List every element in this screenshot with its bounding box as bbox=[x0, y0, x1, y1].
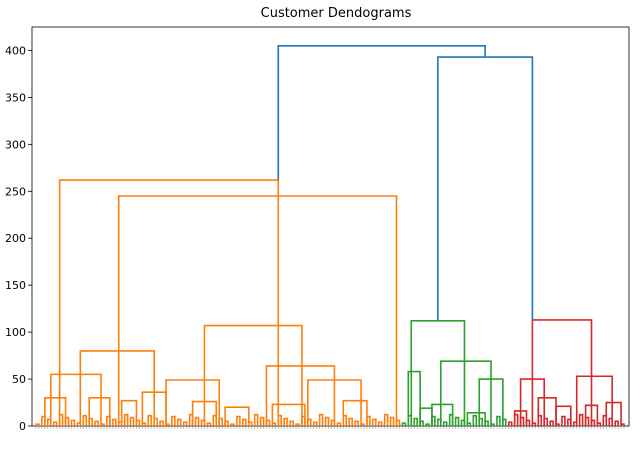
leaf-link bbox=[129, 416, 135, 426]
leaf-link bbox=[389, 416, 395, 426]
leaf-link bbox=[318, 413, 324, 426]
root-link bbox=[277, 44, 486, 181]
leaf-link bbox=[561, 415, 566, 426]
cluster-link bbox=[478, 378, 504, 426]
leaf-link bbox=[324, 416, 330, 426]
leaf-link bbox=[147, 414, 153, 426]
leaf-link bbox=[253, 413, 259, 426]
leaf-link bbox=[35, 423, 40, 426]
leaf-link bbox=[242, 418, 247, 426]
cluster-link bbox=[584, 404, 599, 426]
cluster-link bbox=[224, 406, 250, 426]
y-tick-label: 150 bbox=[5, 279, 26, 292]
leaf-link bbox=[206, 422, 212, 426]
leaf-link bbox=[283, 417, 288, 426]
leaf-link bbox=[171, 415, 176, 426]
cluster-link bbox=[513, 410, 528, 426]
cluster-link bbox=[120, 399, 138, 426]
cluster-link bbox=[271, 403, 306, 426]
y-tick-label: 400 bbox=[5, 44, 26, 57]
cluster-links bbox=[44, 179, 622, 426]
leaf-link bbox=[377, 421, 383, 426]
leaf-link bbox=[372, 418, 377, 426]
cluster-link bbox=[519, 378, 546, 426]
leaf-link bbox=[295, 423, 300, 426]
leaf-link bbox=[289, 420, 294, 426]
leaf-link bbox=[312, 421, 318, 426]
y-axis: 0 50 100 150 200 250 300 350 400 bbox=[5, 44, 32, 433]
leaf-link bbox=[413, 417, 418, 426]
leaf-link bbox=[70, 419, 76, 426]
cluster-link bbox=[605, 401, 622, 426]
plot-frame bbox=[31, 26, 630, 427]
cluster-link bbox=[88, 397, 111, 426]
top-links bbox=[277, 44, 534, 321]
cluster-link bbox=[203, 324, 303, 426]
leaf-link bbox=[383, 413, 389, 426]
y-tick-label: 300 bbox=[5, 138, 26, 151]
cluster-link bbox=[440, 360, 492, 426]
cluster-link bbox=[265, 365, 336, 426]
cluster-link bbox=[307, 379, 362, 426]
cluster-link bbox=[575, 375, 613, 426]
cluster-link bbox=[58, 179, 280, 426]
leaf-link bbox=[507, 421, 513, 426]
chart-title: Customer Dendograms bbox=[261, 6, 412, 21]
leaf-link bbox=[259, 416, 265, 426]
leaf-link bbox=[336, 422, 342, 426]
y-tick-label: 50 bbox=[12, 373, 26, 386]
cluster-link bbox=[342, 399, 368, 426]
leaf-link bbox=[614, 420, 619, 426]
leaf-link bbox=[123, 413, 129, 426]
cluster-link bbox=[466, 412, 486, 426]
leaf-link bbox=[578, 413, 584, 426]
leaf-link bbox=[549, 420, 554, 426]
cluster-link bbox=[79, 350, 155, 426]
leaf-link bbox=[401, 422, 407, 426]
leaf-link bbox=[177, 418, 182, 426]
leaf-link bbox=[194, 416, 200, 426]
leaf-link bbox=[472, 414, 478, 426]
y-tick-label: 100 bbox=[5, 326, 26, 339]
leaf-link bbox=[354, 420, 359, 426]
cluster-link bbox=[555, 405, 572, 426]
leaf-link bbox=[230, 423, 235, 426]
cluster-link bbox=[531, 319, 593, 426]
leaf-link bbox=[496, 415, 501, 426]
leaf-link bbox=[182, 421, 188, 426]
leaf-link bbox=[82, 414, 88, 426]
leaf-link bbox=[442, 421, 448, 426]
leaf-link bbox=[236, 415, 241, 426]
cluster-link bbox=[410, 320, 466, 426]
leaf-link bbox=[112, 418, 117, 426]
leaf-link bbox=[425, 423, 430, 426]
cluster-link bbox=[419, 407, 433, 426]
cluster-link bbox=[49, 373, 102, 426]
leaf-link bbox=[94, 420, 99, 426]
leaf-link bbox=[348, 417, 353, 426]
leaf-link bbox=[454, 416, 460, 426]
leaf-links bbox=[35, 413, 625, 426]
y-tick-label: 350 bbox=[5, 91, 26, 104]
leaf-link bbox=[159, 420, 164, 426]
leaf-labels bbox=[35, 426, 625, 429]
y-tick-label: 0 bbox=[19, 420, 26, 433]
cluster-link bbox=[141, 391, 167, 426]
cluster-link bbox=[44, 397, 67, 426]
upper-link bbox=[437, 56, 534, 321]
leaf-link bbox=[52, 421, 58, 426]
cluster-link bbox=[407, 370, 421, 426]
cluster-link bbox=[117, 195, 398, 426]
y-tick-label: 250 bbox=[5, 185, 26, 198]
cluster-link bbox=[191, 400, 218, 426]
y-tick-label: 200 bbox=[5, 232, 26, 245]
